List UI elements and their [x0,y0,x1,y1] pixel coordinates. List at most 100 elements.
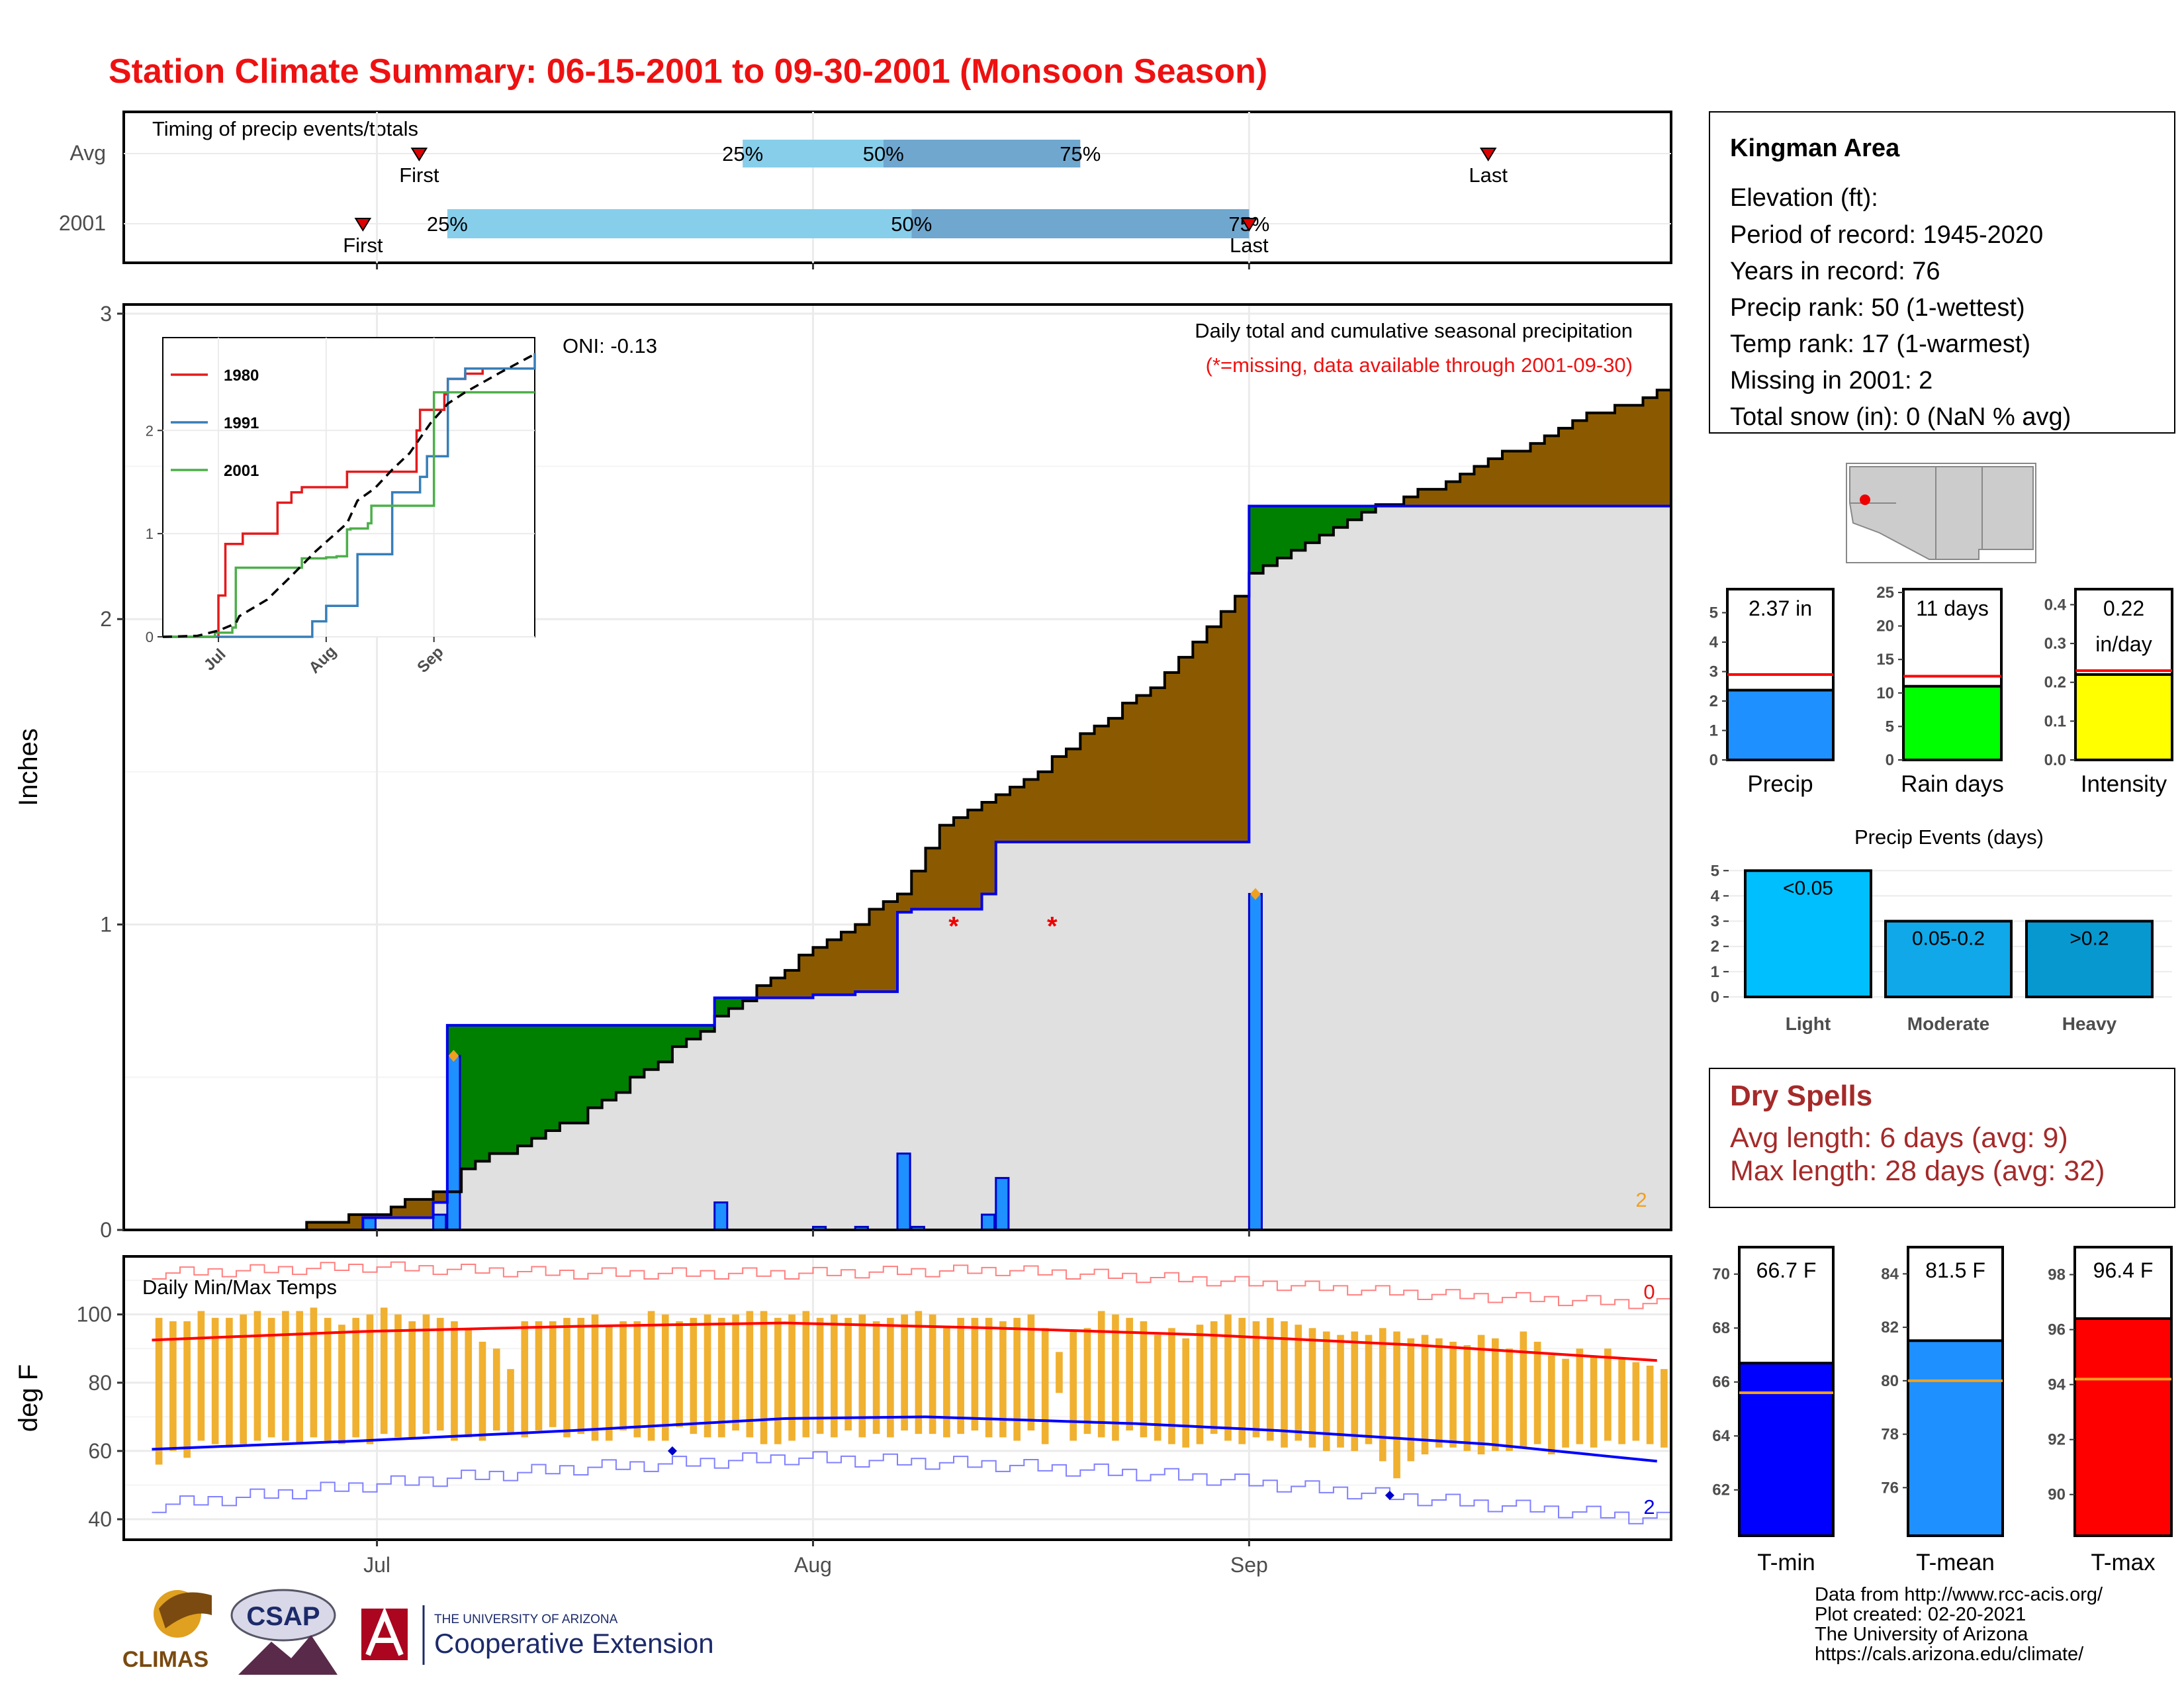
temp-summary-bar-T-max [2073,1317,2173,1537]
temp-range-bar [380,1307,388,1434]
cum-base-fill [630,1077,645,1230]
temp-range-bar [1421,1335,1429,1455]
temp-range-bar [887,1317,894,1438]
tmin-normal-line [152,1415,1657,1463]
temp-summary-y-tick-label: 82 [1881,1319,1899,1336]
cum-surplus-fill [1277,506,1292,558]
cum-surplus-fill [1361,506,1377,512]
cum-deficit-fill [1460,474,1475,506]
cum-base-fill [475,1161,490,1230]
timing-last-label: Last [1230,234,1269,257]
cum-base-fill [602,1100,617,1230]
cum-base-fill [518,1146,532,1230]
cum-base-fill [1220,842,1236,1230]
cum-base-fill [545,1131,561,1230]
cum-deficit-fill [1629,405,1644,506]
temp-count-max: 0 [1643,1280,1655,1303]
temp-range-bar [760,1311,768,1444]
cum-base-fill [770,998,786,1230]
cum-base-fill [1122,842,1137,1230]
temp-daily-range-bars [155,1307,1668,1479]
summary-y-tick-label: 2 [1709,692,1718,710]
events-bar-light [1744,869,1872,999]
temp-range-bar [647,1311,655,1441]
temp-range-bar [901,1314,908,1430]
summary-label-Precip: Precip [1747,771,1813,797]
x-axis: Jul Aug Sep [363,263,1268,1577]
cum-deficit-fill [1432,489,1447,506]
daily-precip-max-marker [1250,888,1261,900]
map-states [1849,466,2034,560]
cum-base-fill [855,992,870,1230]
temp-range-bar [661,1314,669,1441]
summary-y-tick-label: 0.0 [2044,751,2066,769]
footer-data-source: Data from http://www.rcc-acis.org/ [1815,1584,2103,1605]
temp-range-bar [211,1317,219,1444]
temp-range-bar [1322,1331,1330,1451]
temp-range-bar [1463,1345,1471,1451]
main-missing-note: (*=missing, data available through 2001-… [1206,353,1633,377]
cum-deficit-fill [1572,420,1588,506]
temp-range-bar [844,1317,852,1430]
csap-logo-text: CSAP [246,1602,320,1631]
cum-deficit-fill [1066,749,1081,843]
cum-base-fill [1488,506,1503,1230]
summary-bar-Rain days [1902,684,2003,762]
inset-y-tick-label: 2 [146,422,154,439]
cum-base-fill [869,992,884,1230]
main-y-tick-label: 3 [100,302,112,326]
cum-base-fill [728,1008,743,1230]
cum-base-fill [1404,506,1419,1230]
cum-base-fill [1544,506,1559,1230]
cum-base-fill [1530,506,1545,1230]
cum-base-fill [1052,842,1067,1230]
cum-deficit-fill [1600,412,1615,506]
temp-range-bar [1126,1317,1134,1430]
temp-range-bar [1295,1325,1302,1441]
cum-surplus-fill [559,1025,574,1123]
cum-deficit-fill [1418,489,1433,506]
missing-marker: * [948,912,959,941]
temp-range-bar [1520,1331,1527,1448]
temp-range-bar [1379,1328,1387,1462]
cum-surplus-fill [475,1025,490,1162]
summary-y-tick-label: 15 [1876,651,1894,669]
main-y-tick-label: 0 [100,1218,112,1242]
cum-base-fill [925,909,940,1230]
timing-first-marker [410,148,428,162]
temp-summary-y-tick-label: 96 [2048,1321,2066,1339]
events-bar-text: <0.05 [1783,877,1833,899]
events-y-tick-label: 5 [1711,862,1719,880]
cum-base-fill [1263,565,1278,1230]
temp-range-bar [1661,1369,1668,1448]
temp-normal-lines [152,1321,1657,1500]
summary-label-Intensity: Intensity [2081,771,2167,797]
temp-range-bar [465,1328,473,1438]
x-tick-label: Aug [794,1553,832,1577]
cum-surplus-fill [518,1025,532,1147]
temp-summary-bar-T-mean [1907,1339,2004,1537]
summary-y-tick-label: 5 [1886,718,1894,735]
timing-panel-label: Timing of precip events/totals [152,117,418,140]
summary-label-Rain days: Rain days [1901,771,2004,797]
temp-range-bar [492,1348,500,1430]
temp-range-bar [282,1311,289,1441]
cum-base-fill [911,909,927,1230]
cum-base-fill [897,912,912,1230]
summary-y-tick-label: 5 [1709,604,1718,622]
cum-deficit-fill [925,848,940,910]
events-label-moderate: Moderate [1907,1013,1989,1034]
temp-range-bar [1365,1335,1373,1444]
cum-surplus-fill [602,1025,617,1100]
inset-series-avg [162,353,535,638]
summary-y-tick-label: 3 [1709,663,1718,681]
summary-y-tick-label: 0 [1886,751,1894,769]
main-y-axis-label: Inches [14,728,43,806]
cum-surplus-fill [686,1025,702,1039]
temp-range-bar [1646,1366,1654,1444]
summary-y-tick-label: 20 [1876,618,1894,635]
oni-text: ONI: -0.13 [563,334,657,357]
cum-base-fill [1136,842,1152,1230]
temp-summary-y-tick-label: 76 [1881,1479,1899,1497]
